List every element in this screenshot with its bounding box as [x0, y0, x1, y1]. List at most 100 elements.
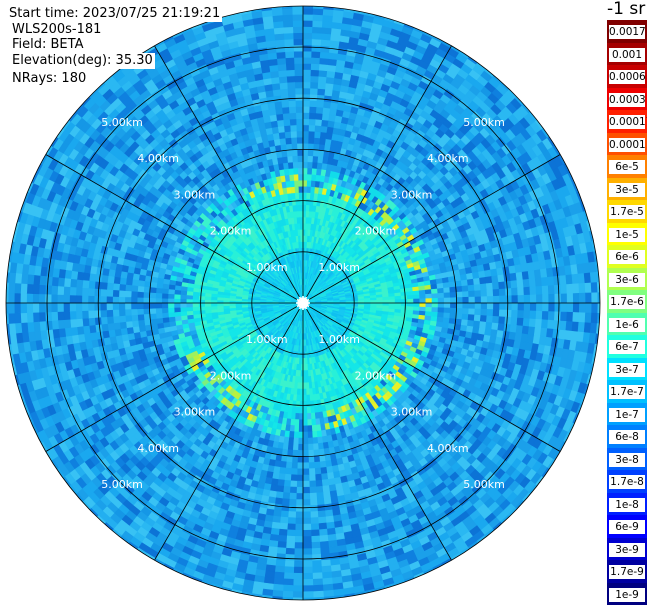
range-gate-cell	[312, 572, 323, 580]
range-gate-cell	[431, 297, 439, 304]
range-gate-cell	[302, 19, 314, 28]
range-gate-cell	[302, 56, 312, 64]
range-gate-cell	[284, 560, 295, 568]
range-gate-cell	[529, 286, 537, 296]
range-gate-cell	[539, 113, 553, 127]
range-gate-cell	[344, 6, 357, 7]
range-gate-cell	[593, 343, 600, 356]
range-gate-cell	[504, 519, 517, 532]
range-gate-cell	[594, 228, 600, 241]
range-gate-cell	[309, 93, 318, 102]
range-gate-cell	[585, 292, 593, 304]
range-gate-cell	[523, 294, 531, 304]
range-gate-cell	[560, 284, 568, 295]
range-gate-cell	[516, 279, 525, 289]
range-gate-cell	[468, 308, 476, 316]
range-gate-cell	[536, 294, 543, 304]
range-gate-cell	[480, 289, 488, 298]
range-gate-cell	[388, 302, 396, 307]
range-gate-cell	[577, 177, 589, 191]
range-gate-cell	[552, 130, 565, 144]
range-gate-cell	[302, 167, 309, 175]
range-gate-cell	[424, 289, 433, 295]
range-gate-cell	[343, 6, 356, 13]
range-gate-cell	[529, 294, 537, 304]
range-gate-cell	[310, 517, 319, 525]
range-gate-cell	[318, 534, 329, 543]
range-gate-cell	[280, 504, 290, 512]
range-gate-cell	[599, 249, 600, 262]
range-gate-cell	[279, 516, 289, 525]
range-gate-cell	[559, 275, 567, 286]
range-gate-cell	[492, 309, 500, 318]
range-gate-cell	[276, 479, 285, 487]
range-gate-cell	[597, 238, 600, 252]
range-gate-cell	[566, 293, 574, 304]
range-gate-cell	[250, 593, 263, 600]
range-gate-cell	[548, 302, 556, 313]
range-gate-cell	[425, 573, 439, 585]
range-gate-cell	[540, 319, 549, 330]
range-gate-cell	[431, 302, 439, 309]
range-gate-cell	[314, 0, 325, 3]
range-gate-cell	[311, 57, 321, 65]
range-gate-cell	[288, 492, 297, 500]
range-gate-cell	[305, 388, 310, 396]
range-gate-cell	[296, 462, 304, 470]
range-gate-cell	[547, 319, 555, 330]
range-gate-cell	[312, 26, 323, 34]
range-gate-cell	[375, 592, 389, 600]
range-gate-cell	[302, 26, 314, 34]
range-gate-cell	[282, 590, 294, 599]
range-gate-cell	[315, 106, 324, 114]
range-gate-cell	[526, 96, 539, 110]
range-gate-cell	[566, 302, 574, 313]
range-gate-cell	[299, 394, 304, 402]
range-gate-cell	[510, 317, 518, 326]
range-gate-cell	[572, 302, 580, 314]
range-gate-cell	[566, 283, 574, 295]
range-gate-cell	[302, 142, 309, 150]
range-gate-cell	[535, 310, 543, 321]
range-gate-cell	[382, 299, 390, 304]
range-gate-cell	[313, 461, 321, 469]
range-gate-cell	[448, 281, 457, 288]
range-gate-cell	[511, 295, 519, 304]
range-gate-cell	[312, 590, 324, 599]
range-gate-cell	[437, 287, 445, 294]
range-gate-cell	[314, 131, 322, 139]
range-gate-cell	[419, 298, 427, 304]
range-gate-cell	[504, 309, 513, 318]
range-gate-cell	[311, 424, 317, 433]
range-gate-cell	[302, 7, 314, 15]
range-gate-cell	[498, 316, 506, 325]
range-gate-cell	[312, 578, 324, 586]
range-gate-cell	[572, 292, 580, 304]
range-gate-cell	[589, 385, 599, 399]
range-gate-cell	[302, 499, 311, 507]
range-gate-cell	[284, 473, 292, 482]
range-gate-cell	[311, 553, 322, 562]
range-gate-cell	[485, 315, 494, 324]
range-gate-cell	[282, 492, 291, 500]
range-gate-cell	[321, 479, 330, 487]
range-gate-cell	[510, 280, 518, 289]
range-gate-cell	[548, 293, 556, 304]
range-gate-cell	[485, 276, 493, 285]
range-gate-cell	[526, 496, 539, 510]
range-gate-cell	[312, 155, 319, 163]
range-gate-cell	[546, 121, 559, 136]
range-gate-cell	[302, 493, 311, 500]
range-gate-cell	[294, 536, 304, 543]
range-gate-cell	[493, 302, 500, 311]
range-gate-cell	[293, 548, 304, 556]
range-gate-cell	[302, 388, 307, 396]
range-gate-cell	[310, 63, 321, 71]
range-gate-cell	[302, 192, 308, 199]
range-gate-cell	[311, 566, 323, 574]
range-gate-cell	[554, 293, 562, 304]
range-gate-cell	[565, 321, 574, 332]
range-gate-cell	[499, 295, 507, 304]
range-gate-cell	[577, 415, 589, 429]
range-gate-cell	[560, 311, 568, 322]
